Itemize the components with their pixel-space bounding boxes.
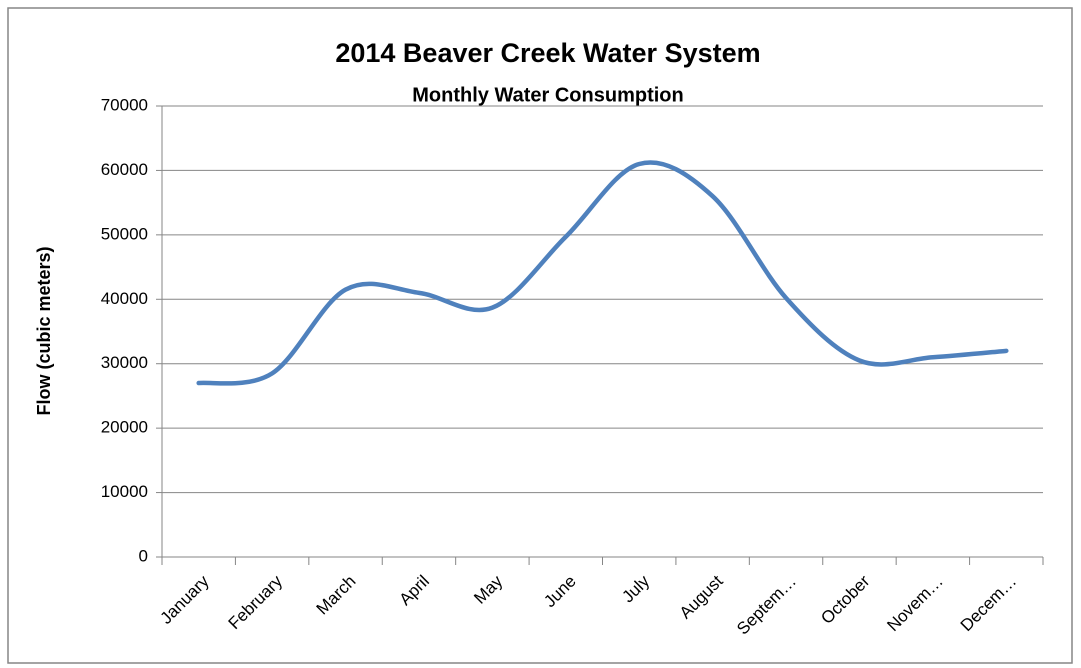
y-tick-label: 30000: [101, 353, 148, 372]
y-axis-label: Flow (cubic meters): [34, 246, 54, 415]
y-tick-label: 60000: [101, 160, 148, 179]
series-line: [196, 160, 1009, 386]
y-tick-label: 70000: [101, 95, 148, 114]
y-tick-label: 40000: [101, 289, 148, 308]
chart-frame: [7, 7, 1073, 664]
y-tick-label: 0: [139, 546, 148, 565]
y-tick-label: 20000: [101, 418, 148, 437]
chart-subtitle: Monthly Water Consumption: [412, 84, 683, 106]
chart-title: 2014 Beaver Creek Water System: [335, 38, 760, 68]
y-tick-label: 10000: [101, 482, 148, 501]
y-tick-label: 50000: [101, 224, 148, 243]
